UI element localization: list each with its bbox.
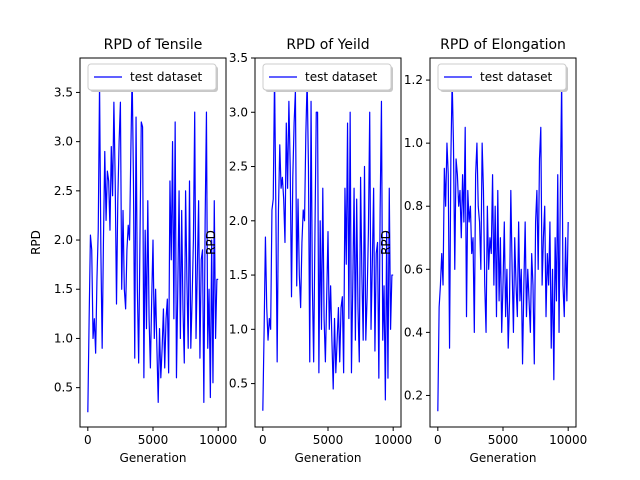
chart-2-panel: 0 5000 10000 0.5 1.0 1.5 2.0 2.5 3.0 3.5 RPD of Ye… xyxy=(204,37,412,465)
chart-3-title: RPD of Elongation xyxy=(440,37,566,53)
chart-3-y-axis-label: RPD xyxy=(379,230,393,255)
chart-3-x-axis-label: Generation xyxy=(470,451,537,465)
chart-3-legend-box xyxy=(437,63,567,91)
chart-1-y-tick-label: 3.5 xyxy=(54,85,73,99)
chart-1-x-tick-label: 0 xyxy=(84,433,92,447)
chart-1-y-tick-label: 0.5 xyxy=(54,381,73,395)
chart-2-legend-label: test dataset xyxy=(305,70,378,84)
chart-2-y-tick-label: 1.0 xyxy=(229,322,248,336)
chart-3-x-tick-label: 10000 xyxy=(549,433,587,447)
chart-2-y-tick-label: 1.5 xyxy=(229,268,248,282)
chart-3-panel: 0 5000 10000 0.2 0.4 0.6 0.8 1.0 1.2 RPD of Elong… xyxy=(379,37,587,465)
chart-2-legend: test dataset xyxy=(262,63,393,92)
chart-2-x-tick-label: 10000 xyxy=(374,433,412,447)
chart-3-y-tick-label: 1.0 xyxy=(404,136,423,150)
chart-2-x-tick-label: 5000 xyxy=(313,433,344,447)
chart-3-x-tick-label: 5000 xyxy=(488,433,519,447)
chart-2-y-tick-label: 2.5 xyxy=(229,160,248,174)
chart-2-title: RPD of Yeild xyxy=(286,37,369,53)
chart-3-series-line xyxy=(437,79,569,412)
chart-3-y-tick-label: 1.2 xyxy=(404,73,423,87)
chart-2-y-axis-label: RPD xyxy=(204,230,218,255)
chart-1-title: RPD of Tensile xyxy=(104,37,203,53)
chart-2-y-tick-label: 2.0 xyxy=(229,214,248,228)
chart-1-x-tick-label: 10000 xyxy=(199,433,237,447)
chart-1-y-tick-label: 1.5 xyxy=(54,282,73,296)
chart-3-x-tick-label: 0 xyxy=(434,433,442,447)
chart-3-legend: test dataset xyxy=(437,63,568,92)
chart-2-x-axis-label: Generation xyxy=(295,451,362,465)
chart-1-x-axis-label: Generation xyxy=(120,451,187,465)
chart-3-legend-label: test dataset xyxy=(480,70,553,84)
chart-3-y-tick-label: 0.6 xyxy=(404,262,423,276)
chart-2-y-tick-label: 3.0 xyxy=(229,105,248,119)
chart-2-y-tick-label: 3.5 xyxy=(229,51,248,65)
chart-2-series-line xyxy=(262,73,394,411)
chart-1-series-line xyxy=(87,72,219,413)
chart-2-x-tick-label: 0 xyxy=(259,433,267,447)
chart-2-legend-box xyxy=(262,63,392,91)
chart-2-y-tick-label: 0.5 xyxy=(229,377,248,391)
chart-1-y-axis-label: RPD xyxy=(29,230,43,255)
chart-1-y-tick-label: 2.0 xyxy=(54,233,73,247)
chart-1-legend: test dataset xyxy=(87,63,218,92)
chart-1-y-tick-label: 3.0 xyxy=(54,135,73,149)
chart-1-legend-box xyxy=(87,63,217,91)
chart-3-y-tick-label: 0.2 xyxy=(404,388,423,402)
chart-3-y-tick-label: 0.4 xyxy=(404,325,423,339)
chart-1-legend-label: test dataset xyxy=(130,70,203,84)
chart-1-y-tick-label: 1.0 xyxy=(54,331,73,345)
chart-3-y-tick-label: 0.8 xyxy=(404,199,423,213)
chart-1-x-tick-label: 5000 xyxy=(138,433,169,447)
chart-1-y-tick-label: 2.5 xyxy=(54,184,73,198)
chart-1-panel: 0 5000 10000 0.5 1.0 1.5 2.0 2.5 3.0 3.5 RPD of Te… xyxy=(29,37,237,465)
